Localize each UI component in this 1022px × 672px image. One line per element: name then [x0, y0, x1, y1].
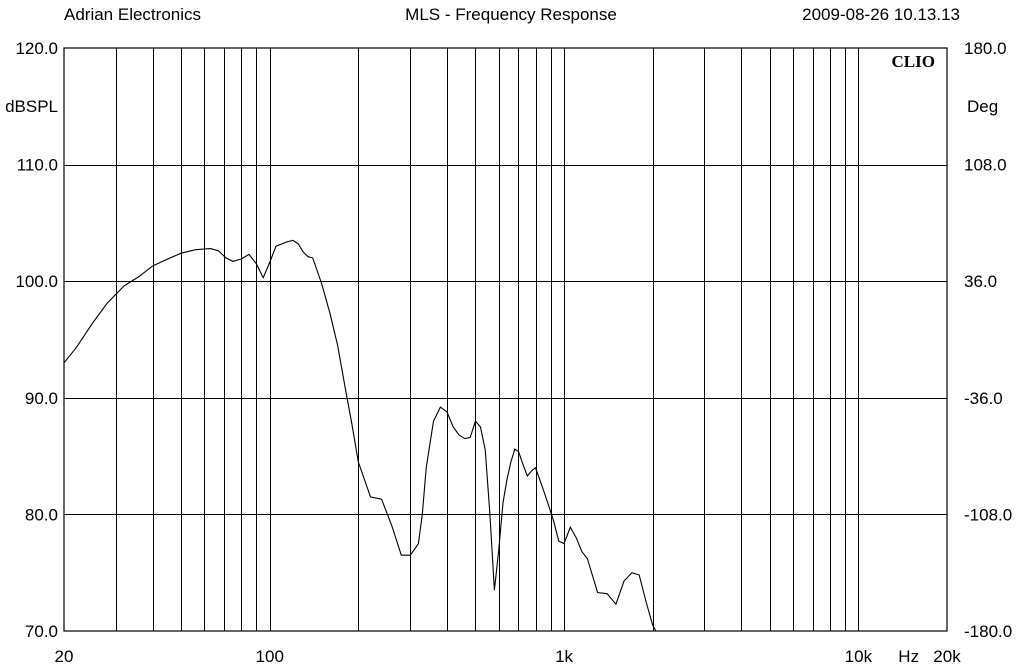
y-right-unit-label: Deg [967, 97, 998, 116]
y-tick-label-left: 90.0 [25, 389, 58, 408]
x-tick-label: 20 [55, 647, 74, 666]
header-title: MLS - Frequency Response [405, 5, 617, 24]
x-tick-label: 20k [933, 647, 961, 666]
y-tick-label-right: -36.0 [964, 389, 1003, 408]
header-timestamp: 2009-08-26 10.13.13 [802, 5, 960, 24]
y-axis-left: 120.0 110.0 100.0 90.0 80.0 70.0 [15, 39, 58, 641]
y-tick-label-left: 120.0 [15, 39, 58, 58]
plot-frame [63, 47, 948, 632]
y-tick-label-left: 70.0 [25, 622, 58, 641]
y-tick-label-right: 36.0 [964, 272, 997, 291]
series-line [63, 239, 659, 632]
y-left-unit-label: dBSPL [5, 97, 58, 116]
y-tick-label-left: 110.0 [17, 156, 58, 175]
y-tick-label-right: 180.0 [964, 39, 1007, 58]
y-tick-label-left: 80.0 [25, 505, 58, 524]
y-tick-label-right: -180.0 [964, 622, 1012, 641]
y-tick-label-left: 100.0 [15, 272, 58, 291]
x-tick-label: 10k [845, 647, 873, 666]
header-company: Adrian Electronics [64, 5, 202, 24]
clio-logo: CLIO [892, 52, 935, 71]
grid-lines [64, 48, 947, 631]
x-tick-label: 1k [555, 647, 573, 666]
y-axis-right: 180.0 108.0 36.0 -36.0 -108.0 -180.0 [964, 39, 1012, 641]
x-unit-label: Hz [898, 647, 919, 666]
x-axis: 20 100 1k 10k 20k Hz [55, 647, 962, 666]
y-tick-label-right: 108.0 [964, 156, 1007, 175]
y-tick-label-right: -108.0 [964, 505, 1012, 524]
x-tick-label: 100 [256, 647, 284, 666]
